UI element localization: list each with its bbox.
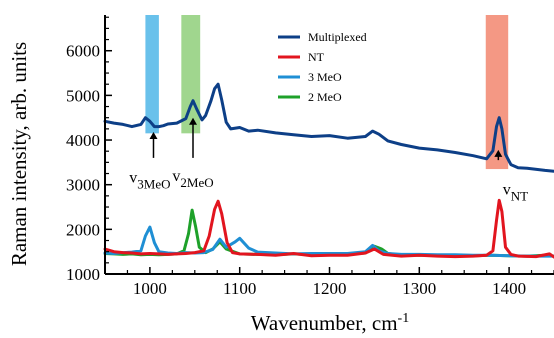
x-tick-label-1000: 1000 (133, 279, 167, 298)
legend-label-nt: NT (308, 50, 325, 64)
x-axis-label-superscript: -1 (398, 311, 410, 326)
y-tick-label-5000: 5000 (66, 86, 100, 105)
y-axis-ticks: 1000 2000 3000 4000 5000 6000 (66, 16, 112, 284)
legend-label-2-meo: 2 MeO (308, 90, 342, 104)
legend-label-multiplexed: Multiplexed (308, 30, 367, 44)
annotation-label-2meo: v2MeO (172, 168, 213, 190)
annotation-label-3meo: v3MeO (129, 169, 170, 191)
legend: Multiplexed NT 3 MeO 2 MeO (278, 30, 367, 104)
highlight-band-2 (181, 15, 201, 134)
series-lines (103, 82, 554, 259)
y-tick-label-4000: 4000 (66, 131, 100, 150)
annotation-label-nt: vNT (503, 182, 528, 204)
x-tick-label-1200: 1200 (313, 279, 347, 298)
y-tick-label-2000: 2000 (66, 220, 100, 239)
annotation-arrowhead-3meo (149, 131, 158, 139)
annotation-arrowhead-nt (494, 149, 503, 157)
x-axis-ticks: 1000 1100 1200 1300 1400 (104, 267, 554, 298)
x-axis-label: Wavenumber, cm-1 (251, 311, 409, 335)
y-tick-label-3000: 3000 (66, 176, 100, 195)
series-line-multiplexed (103, 82, 554, 173)
x-axis-label-text: Wavenumber, cm (251, 311, 398, 335)
series-line-nt (103, 198, 554, 259)
legend-label-3-meo: 3 MeO (308, 70, 342, 84)
series-line-3-meo (103, 225, 554, 258)
y-axis-label: Raman intensity, arb. units (7, 42, 31, 266)
peak-annotations: v3MeO v2MeO vNT (129, 117, 528, 204)
series-line-2-meo (103, 208, 554, 258)
y-tick-label-6000: 6000 (66, 42, 100, 61)
x-tick-label-1400: 1400 (492, 279, 526, 298)
x-tick-label-1100: 1100 (223, 279, 256, 298)
annotation-arrowhead-2meo (189, 117, 198, 125)
y-tick-label-1000: 1000 (66, 265, 100, 284)
x-tick-label-1300: 1300 (402, 279, 436, 298)
highlight-band-1 (145, 15, 159, 134)
